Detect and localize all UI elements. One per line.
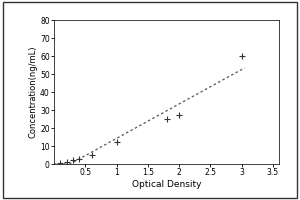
Y-axis label: Concentration(ng/mL): Concentration(ng/mL) bbox=[28, 46, 37, 138]
X-axis label: Optical Density: Optical Density bbox=[132, 180, 201, 189]
